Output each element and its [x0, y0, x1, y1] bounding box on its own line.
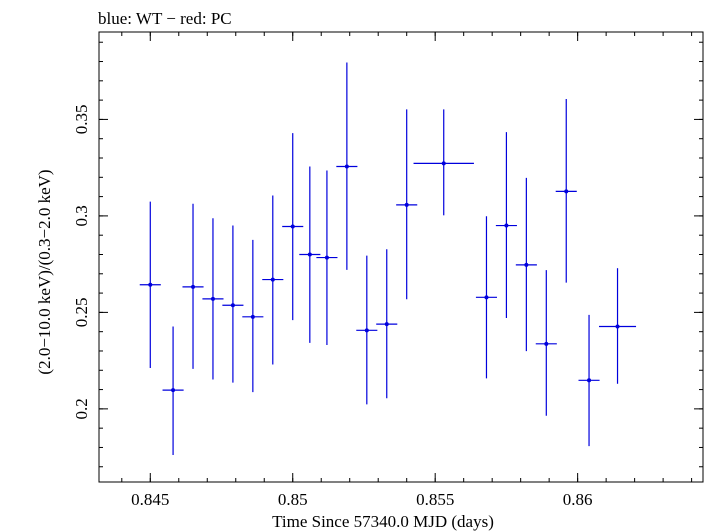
point-marker — [171, 388, 176, 393]
x-tick-label: 0.85 — [278, 490, 308, 509]
x-tick-label: 0.855 — [416, 490, 454, 509]
data-point — [182, 203, 204, 369]
data-point — [356, 255, 378, 405]
x-tick-label: 0.845 — [131, 490, 169, 509]
data-point — [222, 225, 244, 383]
data-point — [515, 177, 537, 352]
point-marker — [615, 324, 620, 329]
y-tick-label: 0.35 — [72, 105, 91, 135]
data-point — [162, 326, 184, 455]
point-marker — [504, 223, 509, 228]
point-marker — [270, 277, 275, 282]
data-point — [475, 216, 498, 379]
data-point — [299, 166, 321, 343]
data-point — [396, 109, 418, 300]
data-point — [262, 195, 284, 365]
data-point — [376, 249, 398, 399]
point-marker — [307, 252, 312, 257]
y-axis-label: (2.0−10.0 keV)/(0.3−2.0 keV) — [35, 169, 54, 374]
point-marker — [344, 164, 349, 169]
point-marker — [441, 161, 446, 166]
y-tick-label: 0.2 — [72, 398, 91, 419]
point-marker — [148, 282, 153, 287]
y-tick-label: 0.3 — [72, 205, 91, 226]
y-tick-label: 0.25 — [72, 298, 91, 328]
point-marker — [191, 284, 196, 289]
point-marker — [250, 314, 255, 319]
plot-frame — [98, 31, 704, 483]
data-point — [202, 218, 224, 380]
point-marker — [544, 341, 549, 346]
point-marker — [587, 378, 592, 383]
data-point — [336, 62, 358, 270]
data-point — [242, 239, 264, 393]
point-marker — [484, 295, 489, 300]
data-point — [413, 109, 474, 216]
point-marker — [524, 262, 529, 267]
x-axis-label: Time Since 57340.0 MJD (days) — [272, 512, 494, 531]
point-marker — [290, 224, 295, 229]
data-point — [139, 201, 161, 368]
axis-tick-labels: 0.845 0.85 0.855 0.86 0.2 0.25 0.3 0.35 — [72, 105, 593, 509]
data-points — [139, 62, 637, 455]
data-point — [282, 133, 304, 321]
chart-title: blue: WT − red: PC — [98, 9, 232, 28]
data-point — [316, 170, 338, 345]
x-tick-label: 0.86 — [563, 490, 593, 509]
point-marker — [230, 303, 235, 308]
data-point — [555, 98, 577, 283]
data-point — [535, 270, 557, 416]
data-point — [578, 314, 600, 447]
point-marker — [364, 328, 369, 333]
data-point — [599, 268, 637, 384]
data-point — [495, 132, 517, 318]
point-marker — [324, 255, 329, 260]
axis-ticks — [99, 32, 703, 482]
point-marker — [404, 202, 409, 207]
point-marker — [210, 296, 215, 301]
point-marker — [564, 189, 569, 194]
point-marker — [384, 322, 389, 327]
